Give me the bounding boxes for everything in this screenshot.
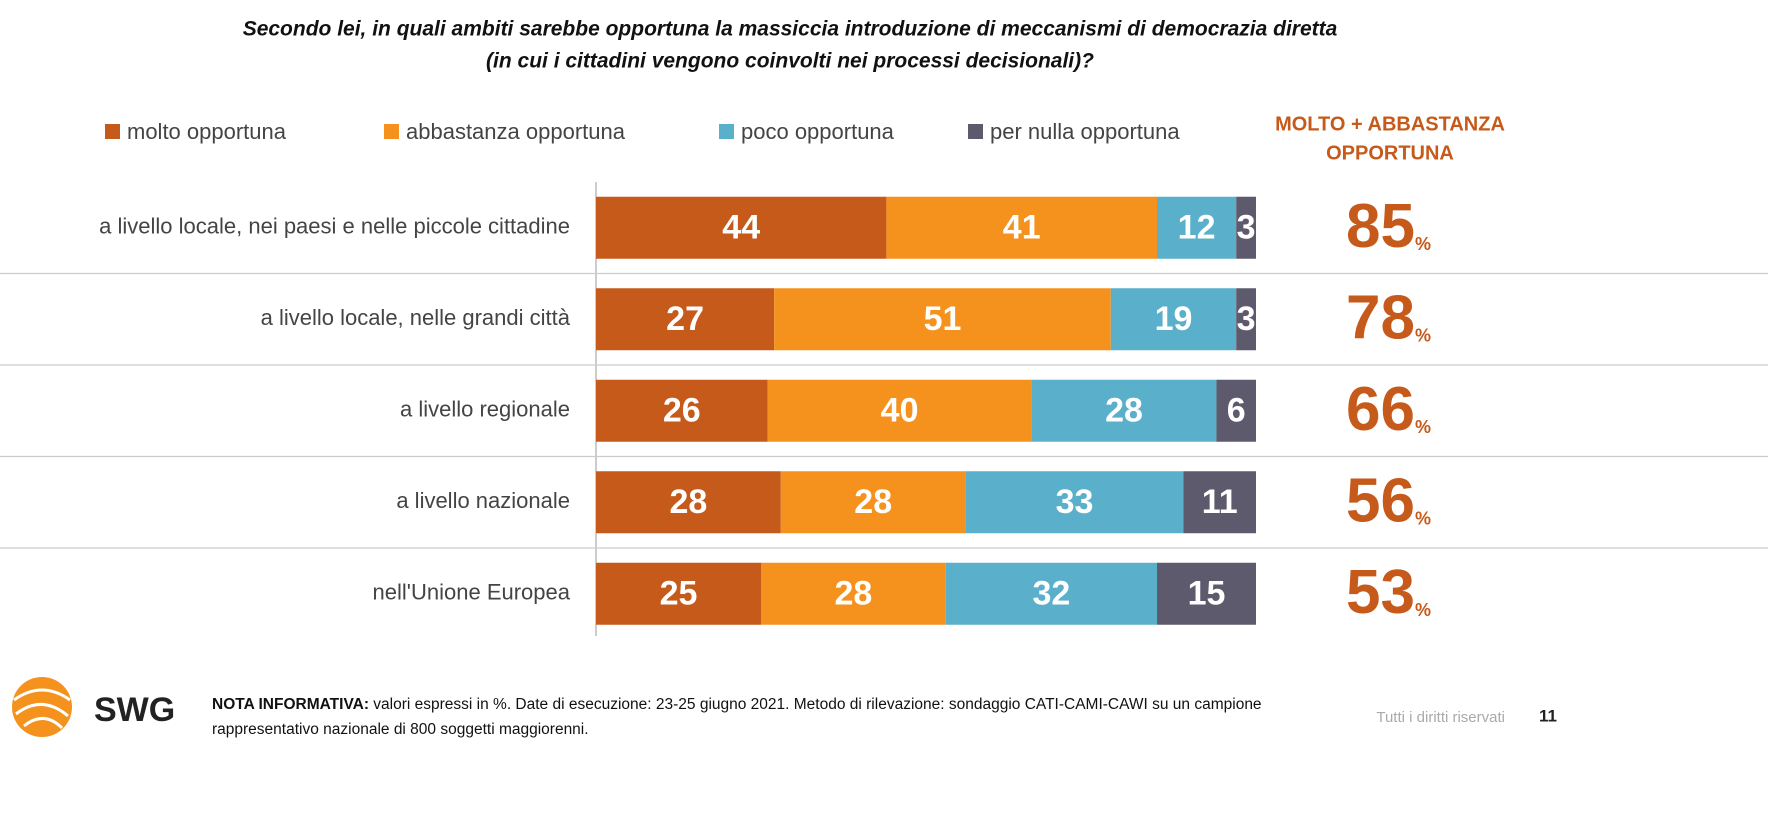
bar-segment	[1110, 288, 1237, 351]
note-text: valori espressi in %. Date di esecuzione…	[212, 696, 1262, 738]
logo-mark	[12, 677, 72, 737]
legend-label: per nulla opportuna	[990, 119, 1180, 144]
value-label: 12	[1178, 209, 1216, 247]
bar-segment	[596, 288, 775, 351]
legend-swatch	[968, 124, 983, 139]
value-label: 11	[1202, 483, 1238, 521]
bar-segment	[596, 562, 761, 625]
bar-segment	[596, 379, 768, 442]
total-label: 85%	[1346, 192, 1431, 261]
chart-title: (in cui i cittadini vengono coinvolti ne…	[486, 50, 1094, 73]
category-label: a livello regionale	[400, 397, 570, 422]
total-value: 53	[1346, 558, 1415, 627]
total-value: 66	[1346, 375, 1415, 444]
bar-segment	[1236, 196, 1256, 259]
total-unit: %	[1415, 234, 1431, 254]
bar-segment	[761, 562, 946, 625]
bar-segment	[596, 196, 887, 259]
legend-label: abbastanza opportuna	[406, 119, 626, 144]
value-label: 41	[1003, 209, 1041, 247]
bar-segment	[1031, 379, 1217, 442]
value-label: 32	[1032, 575, 1070, 613]
bar-segment	[1157, 562, 1256, 625]
bar-segment	[945, 562, 1157, 625]
total-value: 85	[1346, 192, 1415, 261]
total-label: 53%	[1346, 558, 1431, 627]
value-label: 28	[854, 483, 892, 521]
totals-title: MOLTO + ABBASTANZA	[1275, 113, 1505, 135]
category-label: a livello locale, nelle grandi città	[261, 305, 571, 330]
legend-swatch	[384, 124, 399, 139]
logo-mark	[13, 688, 71, 730]
total-unit: %	[1415, 600, 1431, 620]
bar-segment	[1216, 379, 1256, 442]
category-label: a livello locale, nei paesi e nelle picc…	[99, 214, 570, 239]
legend-swatch	[105, 124, 120, 139]
bar-segment	[886, 196, 1157, 259]
value-label: 6	[1227, 392, 1246, 430]
logo-text: SWG	[94, 691, 175, 729]
bar-segment	[1157, 196, 1237, 259]
total-value: 56	[1346, 467, 1415, 536]
bar-segment	[780, 471, 966, 534]
value-label: 3	[1237, 209, 1256, 247]
value-label: 25	[660, 575, 698, 613]
bar-segment	[965, 471, 1184, 534]
bar-segment	[767, 379, 1032, 442]
total-label: 78%	[1346, 284, 1431, 353]
value-label: 19	[1155, 300, 1193, 338]
value-label: 26	[663, 392, 701, 430]
total-label: 66%	[1346, 375, 1431, 444]
legend-label: molto opportuna	[127, 119, 287, 144]
legend-label: poco opportuna	[741, 119, 895, 144]
total-unit: %	[1415, 417, 1431, 437]
bar-segment	[1236, 288, 1256, 351]
value-label: 3	[1237, 300, 1256, 338]
value-label: 33	[1056, 483, 1094, 521]
note-label: NOTA INFORMATIVA:	[212, 696, 369, 713]
chart-title: Secondo lei, in quali ambiti sarebbe opp…	[243, 18, 1338, 41]
bar-segment	[774, 288, 1111, 351]
value-label: 51	[924, 300, 962, 338]
category-label: nell'Unione Europea	[373, 580, 571, 605]
value-label: 28	[834, 575, 872, 613]
totals-title: OPPORTUNA	[1326, 142, 1454, 164]
total-value: 78	[1346, 284, 1415, 353]
value-label: 44	[722, 209, 760, 247]
total-label: 56%	[1346, 467, 1431, 536]
value-label: 27	[666, 300, 704, 338]
total-unit: %	[1415, 508, 1431, 528]
total-unit: %	[1415, 325, 1431, 345]
note: NOTA INFORMATIVA: valori espressi in %. …	[212, 692, 1272, 742]
category-label: a livello nazionale	[396, 488, 570, 513]
bar-segment	[596, 471, 781, 534]
legend-swatch	[719, 124, 734, 139]
value-label: 15	[1188, 575, 1226, 613]
page-number: 11	[1539, 706, 1557, 725]
value-label: 28	[1105, 392, 1143, 430]
rights: Tutti i diritti riservati	[1376, 709, 1505, 726]
value-label: 28	[669, 483, 707, 521]
bar-segment	[1183, 471, 1256, 534]
value-label: 40	[881, 392, 919, 430]
